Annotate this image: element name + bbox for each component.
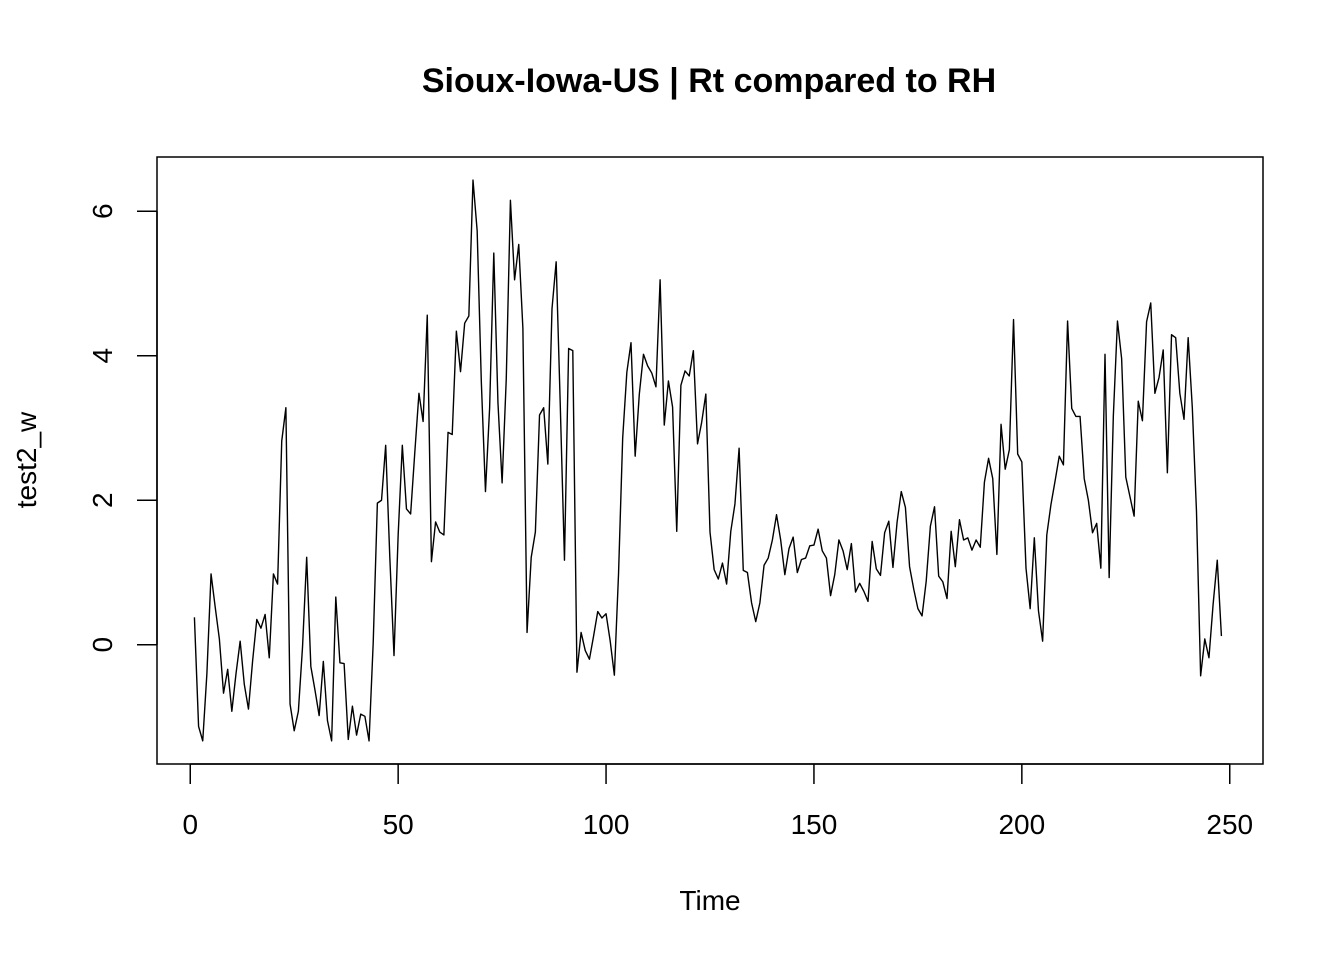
chart-title: Sioux-Iowa-US | Rt compared to RH bbox=[422, 62, 996, 100]
series-line bbox=[193, 179, 1223, 742]
y-axis: 0 2 4 6 bbox=[87, 203, 158, 653]
x-tick-label: 200 bbox=[998, 809, 1045, 840]
x-axis: 0 50 100 150 200 250 bbox=[182, 763, 1253, 840]
x-tick-label: 100 bbox=[583, 809, 630, 840]
y-tick-label: 6 bbox=[87, 203, 118, 219]
y-tick-label: 4 bbox=[87, 348, 118, 364]
y-axis-label: test2_w bbox=[11, 411, 42, 508]
x-tick-label: 50 bbox=[383, 809, 414, 840]
y-tick-label: 0 bbox=[87, 637, 118, 653]
x-tick-label: 0 bbox=[182, 809, 198, 840]
x-tick-label: 250 bbox=[1206, 809, 1253, 840]
y-tick-label: 2 bbox=[87, 492, 118, 508]
x-tick-label: 150 bbox=[791, 809, 838, 840]
x-axis-label: Time bbox=[679, 885, 740, 916]
